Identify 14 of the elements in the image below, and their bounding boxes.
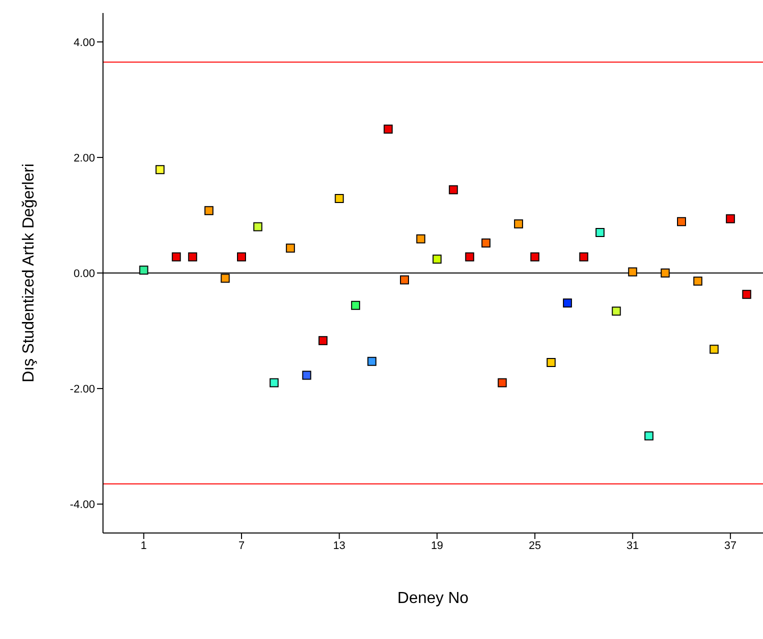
y-tick-label: -2.00 [70,383,95,396]
y-tick-label: 4.00 [74,36,95,49]
y-axis-title: Dış Studentized Artık Değerleri [20,164,38,382]
x-tick-label: 1 [140,540,147,552]
x-tick-label: 31 [626,540,639,552]
x-tick-label: 19 [430,540,444,552]
x-tick-label: 37 [724,540,737,552]
y-tick-label: 0.00 [74,268,95,280]
x-tick-label: 13 [333,540,346,552]
x-tick-label: 25 [528,540,541,552]
y-tick-label: -4.00 [70,499,95,512]
x-axis-title: Deney No [397,590,469,607]
x-tick-label: 7 [238,540,245,552]
y-tick-label: 2.00 [74,152,95,164]
